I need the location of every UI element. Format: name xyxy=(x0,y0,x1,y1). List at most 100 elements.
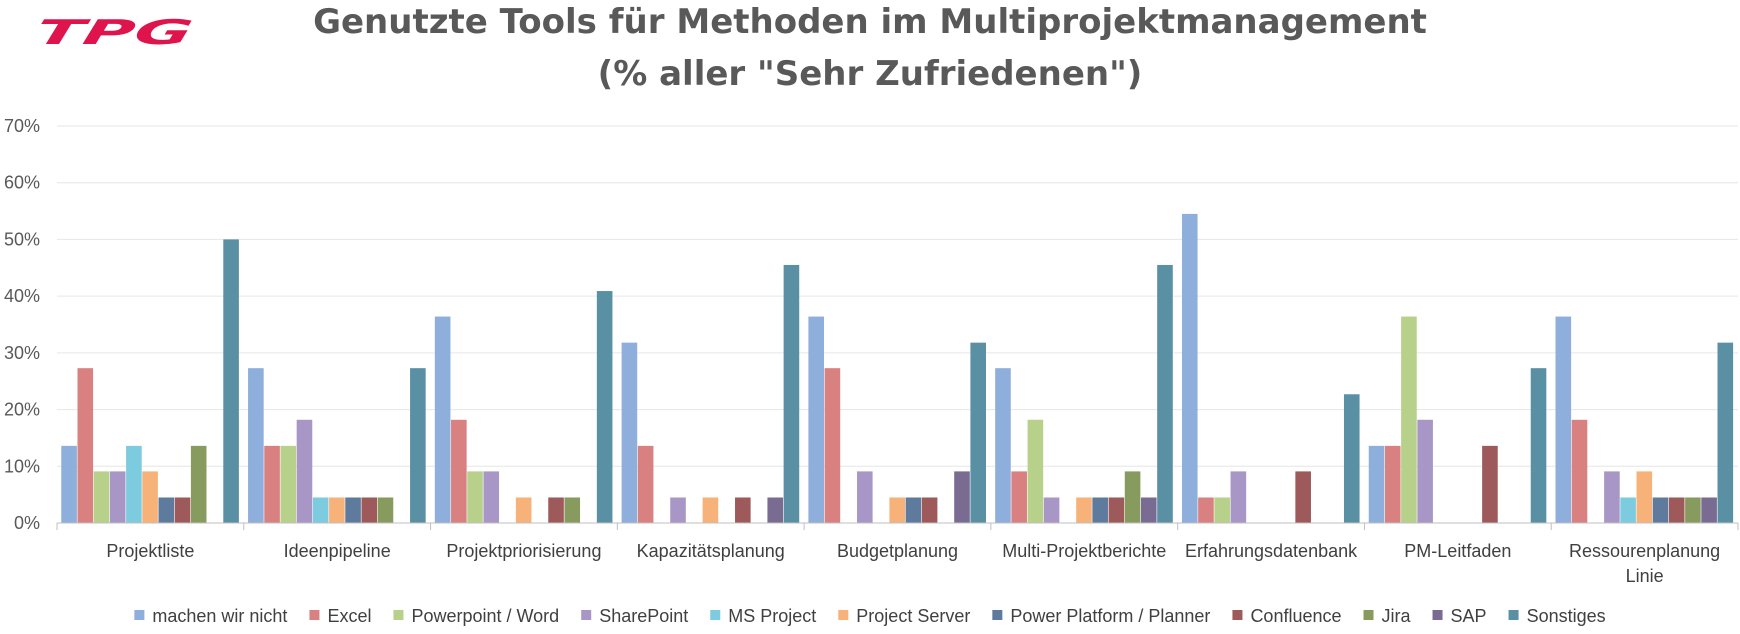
legend-swatch xyxy=(1232,610,1243,620)
y-tick-label: 70% xyxy=(4,116,40,136)
y-tick-label: 20% xyxy=(4,400,40,420)
bar xyxy=(1620,497,1636,523)
bar xyxy=(451,419,467,523)
bar xyxy=(1214,497,1230,523)
bar xyxy=(190,445,207,523)
y-tick-label: 60% xyxy=(4,173,40,193)
bar xyxy=(1417,419,1433,523)
legend-label: MS Project xyxy=(728,606,816,626)
x-tick-label: Erfahrungsdatenbank xyxy=(1185,541,1358,561)
bar xyxy=(467,471,483,523)
bar xyxy=(1368,445,1385,523)
x-tick-label: Projektliste xyxy=(106,541,194,561)
legend-label: Powerpoint / Word xyxy=(411,606,559,626)
bar xyxy=(329,497,345,523)
legend-label: Power Platform / Planner xyxy=(1010,606,1210,626)
bar xyxy=(767,497,784,523)
legend-swatch xyxy=(992,610,1003,620)
y-tick-label: 50% xyxy=(4,229,40,249)
legend-swatch xyxy=(710,610,721,620)
legend-label: Project Server xyxy=(856,606,970,626)
legend-swatch xyxy=(838,610,849,620)
bar xyxy=(1701,497,1717,523)
bar xyxy=(548,497,564,523)
bar xyxy=(483,471,500,523)
bar xyxy=(857,471,873,523)
legend-label: Excel xyxy=(327,606,371,626)
bar xyxy=(434,316,451,523)
bar xyxy=(1652,497,1669,523)
x-tick-label: Multi-Projektberichte xyxy=(1002,541,1166,561)
chart-title: Genutzte Tools für Methoden im Multiproj… xyxy=(313,2,1427,42)
bar xyxy=(77,368,94,523)
bar xyxy=(142,471,158,523)
x-tick-label: Linie xyxy=(1626,566,1664,586)
legend-swatch xyxy=(134,610,145,620)
bar xyxy=(1343,394,1360,523)
bar xyxy=(1604,471,1620,523)
bar xyxy=(1685,497,1701,523)
bar xyxy=(621,342,638,523)
legend-swatch xyxy=(309,610,320,620)
bar xyxy=(1092,497,1108,523)
bar xyxy=(280,445,297,523)
legend-label: SAP xyxy=(1451,606,1487,626)
bar xyxy=(109,471,126,523)
bar xyxy=(1124,471,1141,523)
bar xyxy=(1181,213,1198,523)
bar xyxy=(1027,419,1044,523)
bar xyxy=(515,497,532,523)
bar xyxy=(564,497,581,523)
bar xyxy=(889,497,905,523)
bar xyxy=(1157,264,1173,523)
bar xyxy=(361,497,378,523)
bar xyxy=(735,497,751,523)
bar xyxy=(223,239,239,523)
bar xyxy=(93,471,110,523)
legend-label: Confluence xyxy=(1250,606,1341,626)
bar xyxy=(248,368,264,523)
legend-swatch xyxy=(1508,610,1519,620)
bar xyxy=(995,368,1011,523)
legend-label: SharePoint xyxy=(599,606,688,626)
bar xyxy=(264,445,280,523)
bar xyxy=(296,419,313,523)
bar xyxy=(410,368,426,523)
bar xyxy=(1717,342,1734,523)
bar xyxy=(970,342,986,523)
bar xyxy=(61,445,77,523)
bar xyxy=(1530,368,1547,523)
y-tick-label: 30% xyxy=(4,343,40,363)
bar xyxy=(1011,471,1027,523)
legend-label: machen wir nicht xyxy=(152,606,287,626)
bar xyxy=(312,497,329,523)
tpg-logo: TPG xyxy=(32,14,196,50)
bar xyxy=(954,471,970,523)
x-tick-label: Projektpriorisierung xyxy=(446,541,601,561)
bar xyxy=(1108,497,1125,523)
legend-label: Sonstiges xyxy=(1527,606,1606,626)
chart-subtitle: (% aller "Sehr Zufriedenen") xyxy=(597,54,1143,94)
legend-swatch xyxy=(393,610,404,620)
y-tick-label: 0% xyxy=(14,513,40,533)
bar xyxy=(808,316,824,523)
bar xyxy=(1482,445,1498,523)
bar xyxy=(670,497,686,523)
bar xyxy=(174,497,191,523)
bar xyxy=(1295,471,1311,523)
x-tick-label: Ideenpipeline xyxy=(284,541,391,561)
bar xyxy=(1140,497,1157,523)
logo-text: TPG xyxy=(32,14,196,50)
x-tick-label: Ressourenplanung xyxy=(1569,541,1720,561)
y-tick-label: 10% xyxy=(4,456,40,476)
legend-swatch xyxy=(1432,610,1443,620)
bar xyxy=(1198,497,1214,523)
bar xyxy=(1571,419,1588,523)
bar xyxy=(1230,471,1247,523)
bar xyxy=(921,497,938,523)
bar xyxy=(637,445,654,523)
bar xyxy=(1076,497,1092,523)
x-tick-label: Kapazitätsplanung xyxy=(637,541,785,561)
x-tick-label: Budgetplanung xyxy=(837,541,958,561)
bar xyxy=(158,497,175,523)
